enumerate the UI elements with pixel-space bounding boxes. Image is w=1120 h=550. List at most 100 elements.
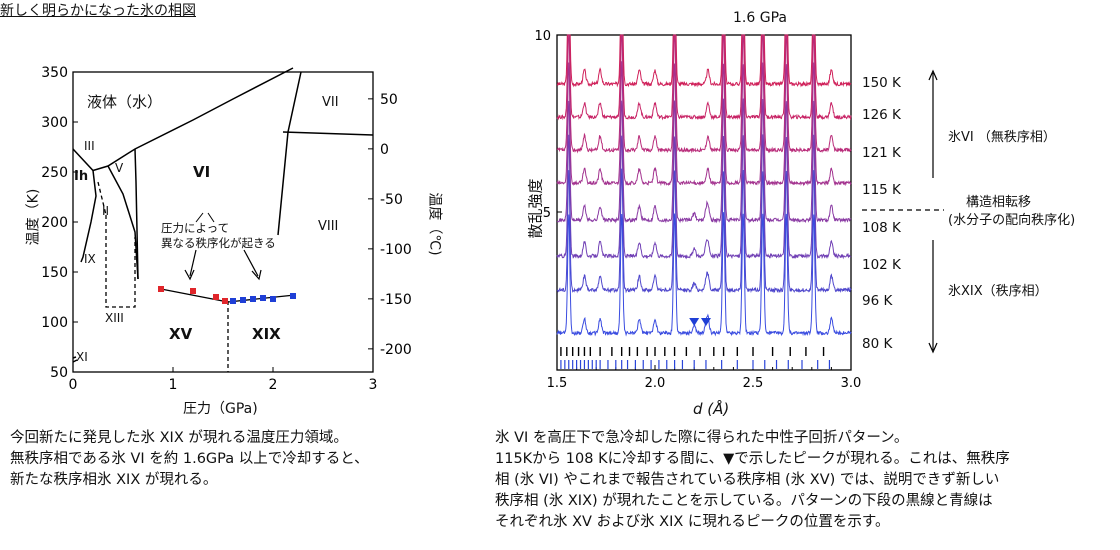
phase-label-liquid: 液体（水） xyxy=(87,93,163,111)
data-point-xix xyxy=(230,298,236,304)
annotation-tick xyxy=(207,212,215,223)
annotation-arrow xyxy=(243,249,259,277)
phase-diagram-caption: 今回新たに発見した氷 XIX が現れる温度圧力領域。 無秩序相である氷 VI を… xyxy=(10,428,369,491)
diffraction-chart: 1.5 2.0 2.5 3.0 10 5 xyxy=(534,29,944,391)
y2-tick-label: 0 xyxy=(380,142,389,158)
new-peak-marker xyxy=(689,318,700,326)
y-tick-label: 150 xyxy=(41,265,68,281)
d-axis-label: d (Å) xyxy=(693,400,730,418)
y-tick-label: 250 xyxy=(41,165,68,181)
caption-line: 新たな秩序相氷 XIX が現れる。 xyxy=(10,472,218,488)
y-tick-label: 50 xyxy=(50,365,68,381)
x-tick-label: 2 xyxy=(269,377,278,393)
dashed-boundary xyxy=(97,181,107,216)
caption-line: 115Kから 108 Kに冷却する間に、▼で示したピークが現れる。これは、無秩序 xyxy=(495,451,1010,467)
trace-115k xyxy=(556,61,852,187)
y-tick-label: 10 xyxy=(534,29,551,44)
trace-96k xyxy=(556,168,852,294)
data-point-xv xyxy=(222,298,228,304)
phase-label-vi: VI xyxy=(193,163,211,181)
y-tick-label: 5 xyxy=(543,206,551,221)
data-point-xix xyxy=(270,296,276,302)
phase-label-viii: VIII xyxy=(318,219,339,234)
dashed-boundary xyxy=(105,215,136,308)
y2-tick-label: 50 xyxy=(380,92,398,108)
annotation-arrow-head xyxy=(251,269,262,281)
scatter-intensity-label: 散乱強度 xyxy=(526,178,545,239)
phase-label-ix: IX xyxy=(84,252,96,266)
new-peak-marker xyxy=(700,318,711,326)
caption-line: 相 (氷 VI) やこれまで報告されている秩序相 (氷 XV) では、説明できず… xyxy=(495,472,1000,488)
x-tick-label: 1 xyxy=(169,377,178,393)
pressure-label: 1.6 GPa xyxy=(733,10,787,26)
data-point-xix xyxy=(250,296,256,302)
caption-line: それぞれ氷 XV および氷 XIX に現れるピークの位置を示す。 xyxy=(495,514,890,530)
temperature-label: 150 K xyxy=(862,75,901,91)
diffraction-caption: 氷 VI を高圧下で急冷却した際に得られた中性子回折パターン。 115Kから 1… xyxy=(495,428,1010,533)
temperature-label: 96 K xyxy=(862,293,893,309)
diffraction-marks xyxy=(556,34,852,369)
data-point-xix xyxy=(240,297,246,303)
x-tick-label: 1.5 xyxy=(547,376,568,391)
caption-line: 無秩序相である氷 VI を約 1.6GPa 以上で冷却すると、 xyxy=(10,451,369,467)
x-tick-label: 0 xyxy=(69,377,78,393)
data-point-xv xyxy=(190,288,196,294)
diffraction-frame: 1.5 2.0 2.5 3.0 10 5 xyxy=(534,29,944,391)
phase-boundary xyxy=(80,170,97,263)
phase-label-xv: XV xyxy=(169,325,193,343)
phase-label-ih: Ih xyxy=(74,169,89,184)
annotation-line-2: 異なる秩序化が起きる xyxy=(161,236,276,250)
trace-80k xyxy=(556,212,852,337)
caption-line: 氷 VI を高圧下で急冷却した際に得られた中性子回折パターン。 xyxy=(495,430,909,446)
transition-label-2: (水分子の配向秩序化) xyxy=(948,213,1076,228)
y-tick-label: 200 xyxy=(41,215,68,231)
transition-label-1: 構造相転移 xyxy=(966,195,1032,210)
trace-108k xyxy=(556,98,852,224)
data-point-xix xyxy=(290,293,296,299)
phase-label-iii: III xyxy=(84,139,95,153)
x-tick-label: 2.5 xyxy=(743,376,764,391)
caption-line: 秩序相 (氷 XIX) が現れたことを示している。パターンの下段の黒線と青線は xyxy=(495,493,993,509)
y-tick-label: 300 xyxy=(41,115,68,131)
data-point-xv xyxy=(158,286,164,292)
phase-diagram-title: 新しく明らかになった氷の相図 xyxy=(0,3,196,19)
x-tick-label: 3 xyxy=(369,377,378,393)
plot-frame xyxy=(556,34,852,371)
phase-xix-label: 氷XIX（秩序相） xyxy=(948,284,1048,299)
y2-tick-label: -100 xyxy=(380,242,412,258)
data-point-xv xyxy=(213,294,219,300)
temperature-label: 102 K xyxy=(862,257,901,273)
annotation-tick xyxy=(195,212,204,223)
y2-tick-label: -200 xyxy=(380,342,412,358)
annotation-arrow-head xyxy=(184,269,195,281)
x-axis-label: 圧力（GPa) xyxy=(183,401,258,417)
trace-102k xyxy=(556,134,852,260)
temperature-label: 108 K xyxy=(862,220,901,236)
caption-line: 今回新たに発見した氷 XIX が現れる温度圧力領域。 xyxy=(10,430,348,446)
annotation-line-1: 圧力によって xyxy=(161,221,230,235)
y2-tick-label: -50 xyxy=(380,192,403,208)
phase-boundary xyxy=(282,131,374,136)
phase-boundary xyxy=(72,356,77,359)
x-tick-label: 3.0 xyxy=(841,376,862,391)
arrow-down-head xyxy=(928,342,938,354)
phase-boundary xyxy=(107,165,139,280)
arrow-up-head xyxy=(928,69,938,81)
trace-126k xyxy=(556,34,852,121)
phase-boundary xyxy=(72,359,78,363)
phase-label-xix: XIX xyxy=(252,325,281,343)
phase-label-xi: XI xyxy=(76,350,88,364)
y2-tick-label: -150 xyxy=(380,292,412,308)
phase-label-vii: VII xyxy=(322,95,339,110)
trace-150k xyxy=(556,34,852,88)
temperature-label: 80 K xyxy=(862,336,893,352)
annotation-arrow xyxy=(189,249,197,277)
trace-121k xyxy=(556,34,852,154)
temperature-label: 115 K xyxy=(862,182,901,198)
data-point-xix xyxy=(260,295,266,301)
phase-vi-label: 氷VI （無秩序相） xyxy=(948,130,1056,145)
x-tick-label: 2.0 xyxy=(645,376,666,391)
temperature-label: 121 K xyxy=(862,145,901,161)
